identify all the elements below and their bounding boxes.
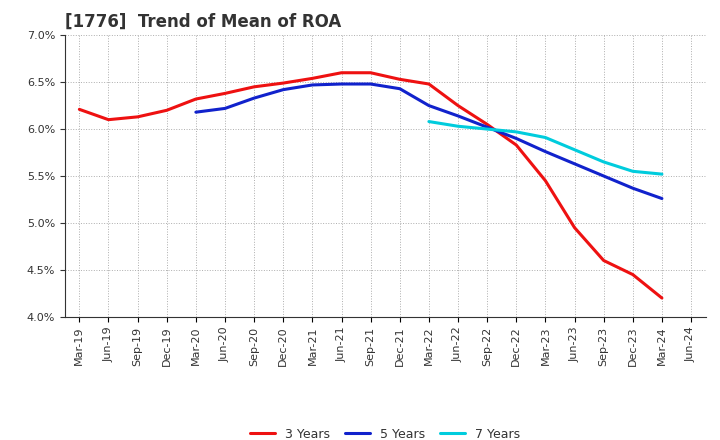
3 Years	[337, 70, 346, 75]
Text: [1776]  Trend of Mean of ROA: [1776] Trend of Mean of ROA	[65, 13, 341, 31]
5 Years	[512, 136, 521, 141]
3 Years	[133, 114, 142, 120]
Line: 3 Years: 3 Years	[79, 73, 662, 298]
3 Years	[163, 108, 171, 113]
3 Years	[250, 84, 258, 89]
3 Years	[512, 143, 521, 148]
3 Years	[104, 117, 113, 122]
3 Years	[599, 258, 608, 263]
7 Years	[657, 172, 666, 177]
7 Years	[512, 129, 521, 135]
7 Years	[425, 119, 433, 124]
3 Years	[220, 91, 229, 96]
7 Years	[483, 126, 492, 132]
5 Years	[279, 87, 287, 92]
3 Years	[75, 107, 84, 112]
3 Years	[425, 81, 433, 87]
7 Years	[541, 135, 550, 140]
3 Years	[483, 122, 492, 127]
7 Years	[629, 169, 637, 174]
3 Years	[366, 70, 375, 75]
5 Years	[570, 161, 579, 166]
3 Years	[570, 225, 579, 230]
7 Years	[454, 124, 462, 129]
3 Years	[657, 295, 666, 301]
7 Years	[570, 147, 579, 152]
5 Years	[483, 125, 492, 130]
3 Years	[454, 103, 462, 108]
5 Years	[395, 86, 404, 92]
5 Years	[308, 82, 317, 88]
3 Years	[279, 81, 287, 86]
5 Years	[454, 113, 462, 118]
Line: 5 Years: 5 Years	[196, 84, 662, 198]
5 Years	[599, 173, 608, 179]
5 Years	[629, 186, 637, 191]
3 Years	[629, 272, 637, 277]
5 Years	[250, 95, 258, 101]
7 Years	[599, 159, 608, 165]
5 Years	[657, 196, 666, 201]
Legend: 3 Years, 5 Years, 7 Years: 3 Years, 5 Years, 7 Years	[245, 423, 526, 440]
5 Years	[337, 81, 346, 87]
3 Years	[395, 77, 404, 82]
3 Years	[192, 96, 200, 102]
5 Years	[192, 110, 200, 115]
Line: 7 Years: 7 Years	[429, 121, 662, 174]
3 Years	[541, 178, 550, 183]
3 Years	[308, 76, 317, 81]
5 Years	[220, 106, 229, 111]
5 Years	[425, 103, 433, 108]
5 Years	[541, 149, 550, 154]
5 Years	[366, 81, 375, 87]
